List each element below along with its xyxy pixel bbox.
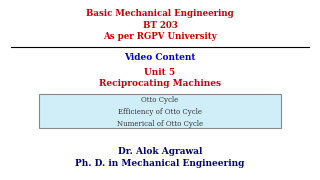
Text: As per RGPV University: As per RGPV University bbox=[103, 32, 217, 41]
Text: Basic Mechanical Engineering: Basic Mechanical Engineering bbox=[86, 9, 234, 18]
Text: Efficiency of Otto Cycle: Efficiency of Otto Cycle bbox=[118, 108, 202, 116]
Text: Numerical of Otto Cycle: Numerical of Otto Cycle bbox=[117, 120, 203, 128]
Text: BT 203: BT 203 bbox=[143, 21, 177, 30]
Text: Reciprocating Machines: Reciprocating Machines bbox=[99, 79, 221, 88]
FancyBboxPatch shape bbox=[39, 94, 281, 128]
Text: Ph. D. in Mechanical Engineering: Ph. D. in Mechanical Engineering bbox=[75, 159, 245, 168]
Text: Unit 5: Unit 5 bbox=[144, 68, 176, 77]
Text: Dr. Alok Agrawal: Dr. Alok Agrawal bbox=[118, 147, 202, 156]
Text: Video Content: Video Content bbox=[124, 53, 196, 62]
Text: Otto Cycle: Otto Cycle bbox=[141, 96, 179, 104]
